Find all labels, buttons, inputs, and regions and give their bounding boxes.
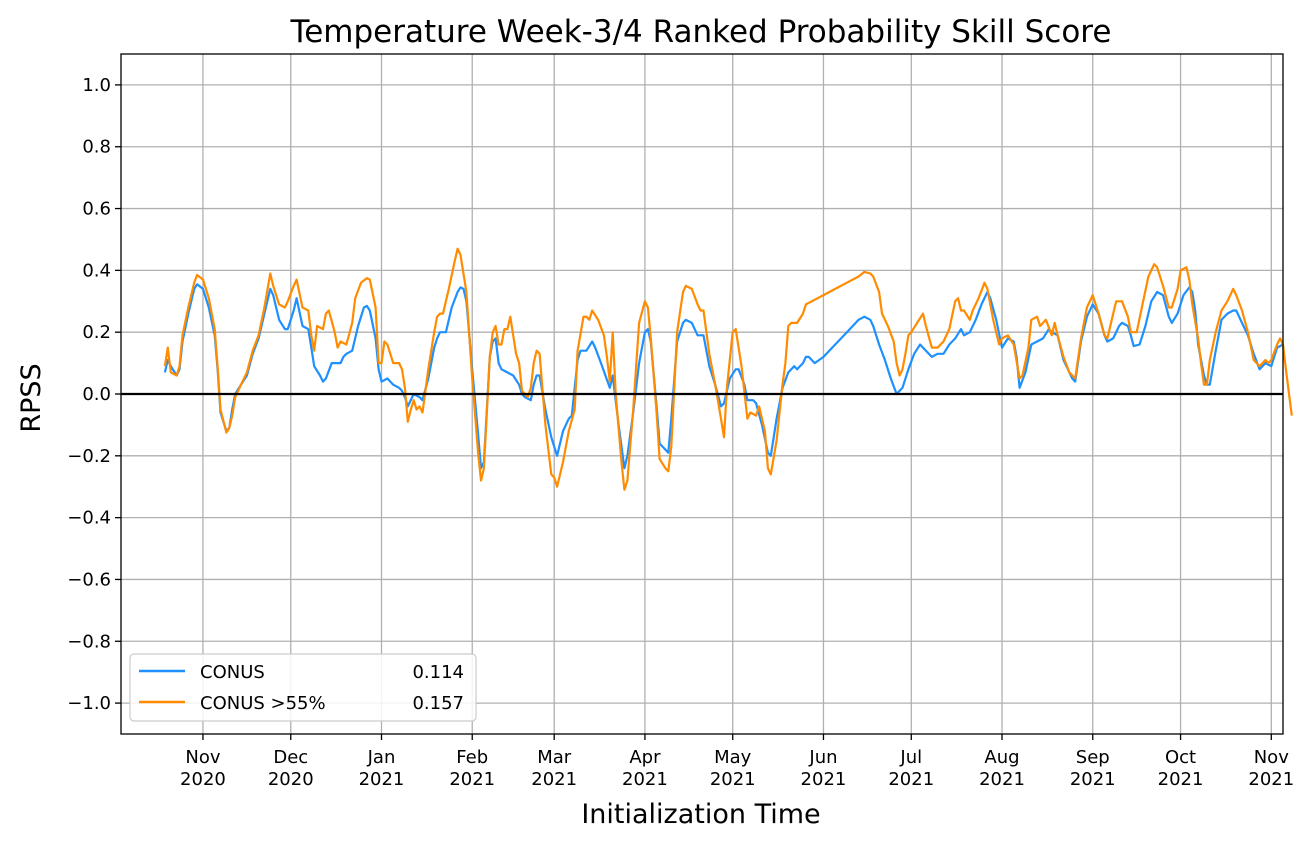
legend-box (129, 653, 477, 722)
series-line-conus (163, 283, 1284, 470)
y-tick-label: 0.6 (82, 199, 111, 220)
y-tick-label: 0.4 (82, 260, 111, 281)
y-tick-label: −0.6 (67, 569, 111, 590)
x-tick-label: Feb 2021 (449, 747, 495, 790)
y-axis-ticks: 1.0 0.8 0.6 0.4 0.2 0.0 −0.2 −0.4 −0.6 −0.8 −1.0 (67, 75, 121, 714)
x-axis-ticks: Nov 2020 Dec 2020 Jan 2021 Feb 2021 Mar 2021 Apr 20… (180, 734, 1294, 790)
x-axis-label: Initialization Time (581, 799, 820, 830)
x-tick-label: Oct 2021 (1158, 747, 1204, 790)
x-tick-label: Jun 2021 (801, 747, 847, 790)
series-line-conus-55 (163, 247, 1293, 491)
y-tick-label: −0.4 (67, 508, 111, 529)
x-tick-label: Sep 2021 (1070, 747, 1116, 790)
x-tick-label: Aug 2021 (979, 747, 1025, 790)
x-tick-label: Jul 2021 (888, 747, 934, 790)
y-tick-label: −0.2 (67, 446, 111, 467)
series-lines (163, 247, 1293, 491)
x-tick-label: Nov 2020 (180, 747, 226, 790)
x-tick-label: Apr 2021 (622, 747, 668, 790)
y-tick-label: 1.0 (82, 75, 111, 96)
x-tick-label: May 2021 (710, 747, 756, 790)
y-tick-label: −1.0 (67, 693, 111, 714)
chart-title: Temperature Week-3/4 Ranked Probability … (290, 14, 1112, 50)
y-tick-label: 0.0 (82, 384, 111, 405)
legend-series-name: CONUS (200, 662, 265, 683)
legend: CONUS 0.114 CONUS >55% 0.157 (129, 653, 477, 722)
legend-series-value: 0.114 (412, 662, 464, 683)
x-tick-label: Mar 2021 (531, 747, 577, 790)
x-tick-label: Nov 2021 (1248, 747, 1294, 790)
x-tick-label: Dec 2020 (268, 747, 314, 790)
x-tick-label: Jan 2021 (359, 747, 405, 790)
y-axis-label: RPSS (16, 363, 47, 432)
y-tick-label: −0.8 (67, 631, 111, 652)
legend-series-name: CONUS >55% (200, 693, 326, 714)
legend-series-value: 0.157 (412, 693, 464, 714)
y-tick-label: 0.2 (82, 322, 111, 343)
y-tick-label: 0.8 (82, 137, 111, 158)
